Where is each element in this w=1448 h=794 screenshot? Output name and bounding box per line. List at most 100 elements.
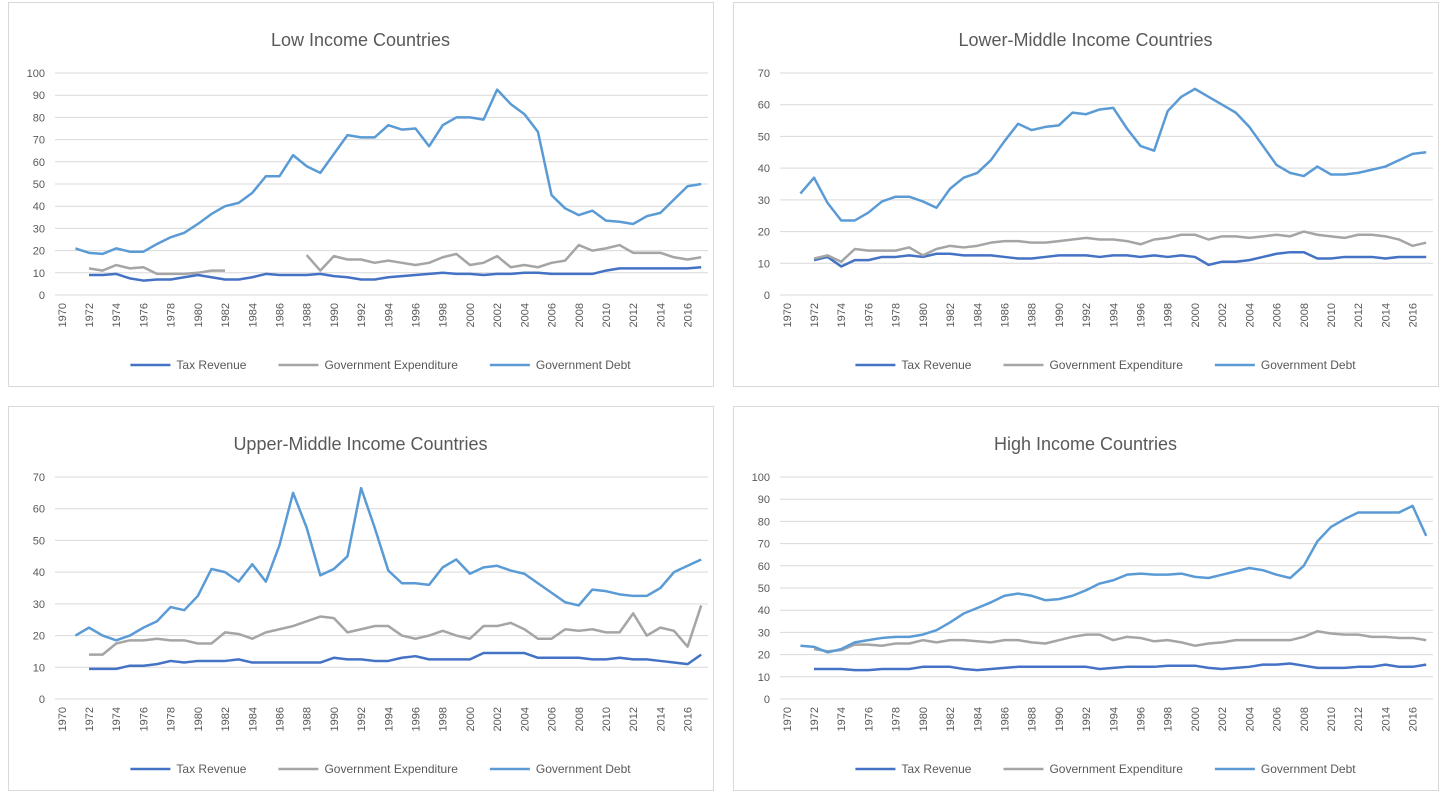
x-tick-label: 2010 [601, 707, 613, 731]
series-line [813, 230, 1427, 263]
y-tick-label: 100 [27, 68, 45, 80]
x-tick-label: 1996 [411, 707, 423, 731]
x-tick-label: 1986 [274, 707, 286, 731]
x-tick-label: 2014 [1380, 707, 1392, 731]
x-tick-label: 2014 [655, 707, 667, 731]
chart-title: Lower-Middle Income Countries [958, 30, 1212, 50]
x-tick-label: 1984 [247, 707, 259, 731]
x-tick-label: 2000 [1190, 303, 1202, 327]
x-tick-label: 2014 [655, 303, 667, 327]
x-tick-label: 1992 [356, 303, 368, 327]
x-tick-label: 1984 [972, 707, 984, 731]
legend-label: Government Debt [1261, 358, 1356, 372]
x-tick-label: 1980 [918, 707, 930, 731]
x-tick-label: 2002 [1217, 303, 1229, 327]
x-tick-label: 2016 [683, 707, 695, 731]
x-tick-label: 1980 [193, 707, 205, 731]
y-tick-label: 20 [33, 246, 45, 258]
x-tick-label: 1992 [1081, 303, 1093, 327]
y-tick-label: 60 [33, 157, 45, 169]
series-line [813, 630, 1427, 653]
chart-panel: High Income Countries 0 10 20 30 40 50 60 70 80 90… [733, 406, 1439, 791]
series-line [75, 88, 702, 256]
series-line [89, 605, 703, 656]
x-tick-label: 1988 [1027, 303, 1039, 327]
x-tick-label: 1998 [438, 707, 450, 731]
x-tick-label: 2008 [574, 707, 586, 731]
x-tick-label: 1990 [1054, 303, 1066, 327]
legend-label: Tax Revenue [901, 358, 971, 372]
x-tick-label: 2004 [519, 303, 531, 327]
x-tick-label: 1996 [1136, 707, 1148, 731]
y-tick-label: 30 [758, 195, 770, 207]
panel-border [733, 2, 1439, 387]
y-tick-label: 30 [33, 223, 45, 235]
x-tick-label: 1982 [220, 707, 232, 731]
y-tick-label: 40 [33, 567, 45, 579]
x-tick-label: 2006 [547, 303, 559, 327]
x-tick-label: 1984 [972, 303, 984, 327]
x-tick-label: 2006 [1272, 707, 1284, 731]
x-tick-label: 1978 [166, 707, 178, 731]
x-tick-label: 2010 [1326, 707, 1338, 731]
legend: Tax Revenue Government Expenditure Governm… [130, 358, 631, 372]
x-tick-label: 2016 [1408, 707, 1420, 731]
series-line [74, 486, 702, 642]
x-tick-label: 1972 [809, 707, 821, 731]
x-tick-label: 2010 [601, 303, 613, 327]
x-tick-label: 1988 [302, 303, 314, 327]
legend: Tax Revenue Government Expenditure Governm… [855, 762, 1356, 776]
y-tick-label: 90 [758, 494, 770, 506]
y-tick-label: 60 [33, 504, 45, 516]
x-tick-label: 1994 [383, 303, 395, 327]
x-tick-label: 2016 [683, 303, 695, 327]
x-tick-label: 1994 [1108, 303, 1120, 327]
x-tick-label: 1980 [918, 303, 930, 327]
x-tick-label: 2004 [519, 707, 531, 731]
x-tick-label: 1982 [945, 303, 957, 327]
x-tick-label: 1986 [274, 303, 286, 327]
y-tick-label: 20 [758, 227, 770, 239]
y-tick-label: 50 [33, 535, 45, 547]
panel-border [733, 406, 1439, 791]
y-tick-label: 10 [33, 268, 45, 280]
x-tick-label: 1992 [356, 707, 368, 731]
y-tick-label: 20 [33, 631, 45, 643]
x-tick-label: 1972 [84, 707, 96, 731]
x-tick-label: 1984 [247, 303, 259, 327]
x-tick-label: 1992 [1081, 707, 1093, 731]
y-tick-label: 0 [39, 694, 45, 706]
x-tick-label: 1986 [999, 707, 1011, 731]
series-line [814, 662, 1427, 672]
x-tick-label: 1974 [111, 707, 123, 731]
x-tick-label: 2002 [1217, 707, 1229, 731]
series-line [800, 504, 1428, 654]
y-tick-label: 60 [758, 100, 770, 112]
x-tick-label: 1970 [57, 707, 69, 731]
y-tick-label: 70 [758, 68, 770, 80]
legend: Tax Revenue Government Expenditure Governm… [855, 358, 1356, 372]
x-tick-label: 1980 [193, 303, 205, 327]
x-tick-label: 1970 [57, 303, 69, 327]
panel-border [8, 2, 714, 387]
chart-panel: Lower-Middle Income Countries 0 10 20 30 40 50… [733, 2, 1439, 387]
y-tick-label: 60 [758, 561, 770, 573]
y-tick-label: 70 [33, 135, 45, 147]
x-tick-label: 1976 [138, 303, 150, 327]
chart-title: High Income Countries [994, 434, 1177, 454]
y-tick-label: 100 [752, 472, 770, 484]
x-tick-label: 2006 [1272, 303, 1284, 327]
y-tick-label: 10 [758, 258, 770, 270]
x-tick-label: 1990 [1054, 707, 1066, 731]
legend-label: Government Expenditure [324, 358, 458, 372]
x-tick-label: 1982 [945, 707, 957, 731]
series-line [799, 87, 1427, 222]
y-tick-label: 40 [758, 163, 770, 175]
y-tick-label: 40 [33, 201, 45, 213]
x-tick-label: 2014 [1380, 303, 1392, 327]
x-tick-label: 1972 [84, 303, 96, 327]
x-tick-label: 1978 [166, 303, 178, 327]
x-tick-label: 1974 [111, 303, 123, 327]
series-line [89, 651, 702, 671]
x-tick-label: 1990 [329, 707, 341, 731]
